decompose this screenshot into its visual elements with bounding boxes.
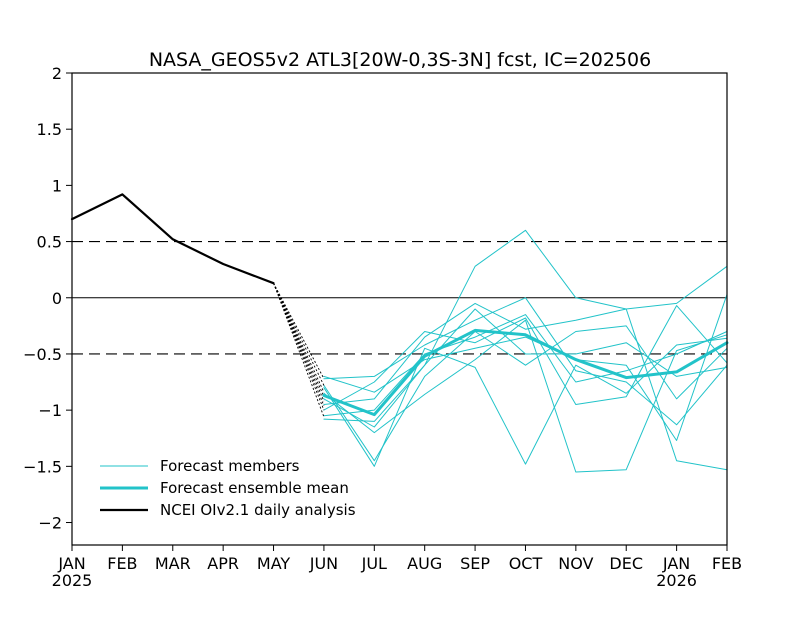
daily-analysis-trace-4 [273, 282, 325, 397]
daily-analysis-trace-6 [273, 282, 325, 406]
analysis-line [70, 193, 275, 285]
year-label: 2025 [52, 571, 93, 590]
y-tick-label: 0.5 [37, 233, 62, 252]
x-tick-label: JAN [57, 554, 85, 573]
axes: 2 1.5 1 0.5 0 −0.5 −1 −1.5 −2 JAN FEB MAR APR MAY JUN J… [23, 64, 742, 590]
legend: Forecast members Forecast ensemble mean NC… [100, 457, 356, 519]
x-tick-label: MAY [257, 554, 291, 573]
x-tick-label: MAR [155, 554, 191, 573]
plot-area [70, 193, 729, 473]
y-tick-label: 1 [52, 176, 62, 195]
daily-analysis-trace-1 [273, 282, 325, 379]
y-tick-label: 1.5 [37, 120, 62, 139]
y-tick-label: −1.5 [23, 457, 62, 476]
legend-label: Forecast members [160, 457, 300, 475]
x-tick-label: JUN [309, 554, 338, 573]
y-tick-label: −0.5 [23, 345, 62, 364]
x-tick-label: AUG [407, 554, 442, 573]
daily-analysis-trace-7 [273, 282, 325, 411]
forecast-member-line-6 [323, 305, 728, 411]
x-tick-label: JUL [361, 554, 387, 573]
y-tick-label: −1 [38, 401, 62, 420]
x-tick-label: FEB [712, 554, 742, 573]
forecast-member-line-2 [323, 297, 728, 426]
x-tick-label: APR [207, 554, 239, 573]
daily-analysis-trace-5 [273, 282, 325, 402]
forecast-member-line-1 [323, 229, 728, 422]
forecast-member-line-3 [323, 337, 728, 467]
forecast-member-line-5 [323, 302, 728, 471]
forecast-member-line-10 [323, 314, 728, 417]
y-tick-label: 0 [52, 289, 62, 308]
legend-label: NCEI OIv2.1 daily analysis [160, 501, 356, 519]
y-tick-label: 2 [52, 64, 62, 83]
forecast-member-line-9 [323, 325, 728, 462]
x-tick-label: SEP [460, 554, 490, 573]
x-tick-label: OCT [509, 554, 543, 573]
daily-analysis-trace-8 [273, 282, 325, 418]
x-tick-label: DEC [609, 554, 643, 573]
forecast-member-line-7 [323, 293, 728, 441]
ensemble-mean-line [322, 328, 729, 417]
x-tick-label: FEB [107, 554, 137, 573]
forecast-member-line-4 [323, 319, 728, 473]
y-tick-label: −2 [38, 514, 62, 533]
x-tick-label: JAN [662, 554, 690, 573]
x-tick-label: NOV [558, 554, 593, 573]
chart-title: NASA_GEOS5v2 ATL3[20W-0,3S-3N] fcst, IC=… [149, 49, 651, 71]
plot-frame [71, 72, 728, 546]
daily-analysis-trace-2 [273, 282, 325, 386]
daily-analysis-trace-3 [273, 282, 325, 393]
year-label: 2026 [656, 571, 697, 590]
forecast-member-line-8 [323, 308, 728, 428]
legend-label: Forecast ensemble mean [160, 479, 349, 497]
